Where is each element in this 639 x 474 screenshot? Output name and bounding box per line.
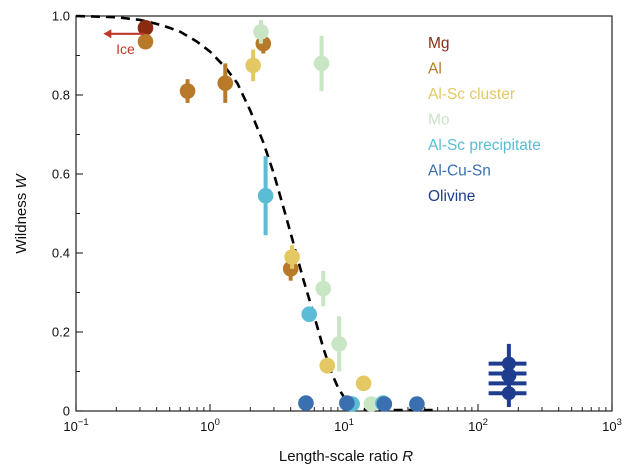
- x-tick-label: 100: [200, 417, 220, 434]
- x-tick-exponent: 0: [215, 417, 220, 428]
- x-tick-exponent: −1: [78, 417, 89, 428]
- y-tick-label: 0.4: [52, 246, 70, 261]
- x-tick-base: 10: [602, 419, 616, 434]
- y-tick-label: 0: [63, 404, 70, 419]
- model-curve-layer: [75, 14, 438, 412]
- model-curve: [75, 14, 438, 412]
- x-tick-base: 10: [63, 419, 77, 434]
- data-point: [257, 187, 274, 204]
- x-tick-base: 10: [200, 419, 214, 434]
- series-al-cu-sn: [298, 395, 425, 412]
- data-point: [501, 356, 516, 371]
- ice-annotation: Ice: [103, 29, 144, 57]
- data-point: [301, 306, 318, 323]
- x-tick-base: 10: [468, 419, 482, 434]
- series-olivine: [488, 343, 527, 408]
- legend-entry: Al-Sc cluster: [428, 86, 515, 103]
- data-point: [376, 396, 393, 412]
- y-tick-label: 0.6: [52, 167, 70, 182]
- ice-label: Ice: [116, 41, 135, 57]
- y-axis-label: Wildness W: [13, 173, 30, 254]
- data-point: [298, 395, 314, 411]
- data-point: [315, 280, 332, 297]
- plot-frame: [75, 15, 613, 412]
- x-axis-label-text: Length-scale ratio: [279, 448, 398, 465]
- data-point: [501, 386, 516, 401]
- x-tick-label: 10−1: [63, 417, 88, 434]
- y-axis-label-text: Wildness: [13, 193, 30, 254]
- legend-entry: Olivine: [428, 188, 475, 205]
- data-point: [355, 375, 372, 392]
- data-point: [179, 83, 196, 99]
- legend-entry: Al: [428, 61, 442, 78]
- y-tick-label: 1.0: [52, 9, 70, 24]
- data-point: [284, 249, 300, 265]
- data-point: [363, 396, 380, 412]
- legend-entry: Al-Sc precipitate: [428, 137, 541, 154]
- data-point: [137, 20, 154, 36]
- y-tick-label: 0.8: [52, 88, 70, 103]
- x-axis-variable: R: [402, 448, 413, 465]
- series-mg: [137, 20, 154, 36]
- data-point: [313, 55, 330, 72]
- data-point: [339, 395, 355, 411]
- x-tick-label: 101: [334, 417, 354, 434]
- data-point: [253, 24, 269, 40]
- legend-entry: Mg: [428, 35, 450, 52]
- series-al-sc-cluster: [245, 49, 372, 392]
- series-mo: [253, 19, 380, 412]
- data-point: [137, 33, 154, 50]
- data-point: [319, 357, 336, 374]
- y-axis-variable: W: [13, 173, 30, 189]
- x-tick-label: 103: [602, 417, 622, 434]
- data-point: [409, 396, 425, 412]
- ice-arrow-head: [103, 29, 112, 39]
- legend-entry: Al-Cu-Sn: [428, 163, 491, 180]
- legend-entry: Mo: [428, 112, 450, 129]
- x-tick-base: 10: [334, 419, 348, 434]
- y-tick-label: 0.2: [52, 325, 70, 340]
- x-axis-label: Length-scale ratio R: [279, 448, 413, 465]
- data-point: [331, 336, 347, 352]
- x-tick-exponent: 1: [349, 417, 354, 428]
- data-point: [245, 57, 261, 74]
- legend: Mg Al Al-Sc cluster Mo Al-Sc precipitate Al-C…: [428, 35, 541, 205]
- data-point: [217, 75, 234, 91]
- data-points-layer: [137, 19, 527, 412]
- series-al: [137, 33, 299, 281]
- x-tick-label: 102: [468, 417, 488, 434]
- x-tick-exponent: 3: [617, 417, 622, 428]
- x-tick-exponent: 2: [483, 417, 488, 428]
- data-point: [501, 367, 517, 383]
